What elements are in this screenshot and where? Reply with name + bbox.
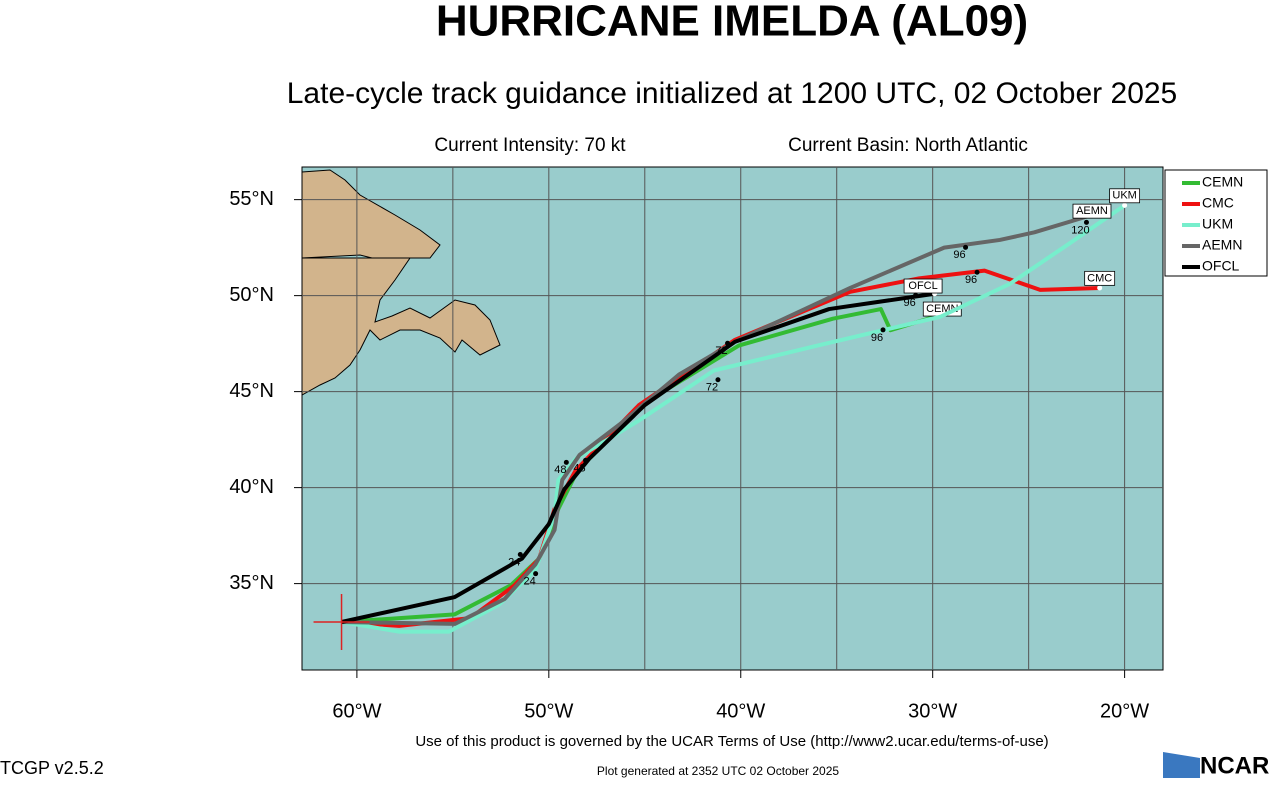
- legend-label: UKM: [1202, 216, 1233, 232]
- forecast-hour: 48: [573, 462, 585, 474]
- forecast-hour: 72: [715, 345, 727, 357]
- subtitle: Late-cycle track guidance initialized at…: [287, 77, 1178, 110]
- y-tick-label: 55°N: [229, 188, 274, 210]
- version: TCGP v2.5.2: [0, 758, 104, 778]
- forecast-dot: [517, 551, 523, 557]
- track: [341, 213, 1093, 626]
- logo-text: NCAR: [1200, 752, 1269, 779]
- y-tick-label: 35°N: [229, 572, 274, 594]
- forecast-dot: [880, 327, 886, 333]
- map: CEMNCMCUKMAEMNOFCL1209696969672724848242…: [301, 167, 1163, 670]
- track: [341, 291, 935, 624]
- forecast-hour: 24: [508, 556, 520, 568]
- legend-label: AEMN: [1202, 237, 1242, 253]
- track-label: OFCL: [908, 280, 937, 292]
- legend-label: CMC: [1202, 195, 1234, 211]
- forecast-hour: 48: [554, 464, 566, 476]
- land: [301, 257, 501, 396]
- track-label: CMC: [1087, 272, 1112, 284]
- logo: NCAR: [1163, 752, 1269, 779]
- intensity: Current Intensity: 70 kt: [434, 135, 626, 156]
- title: HURRICANE IMELDA (AL09): [436, 0, 1028, 46]
- track-label-box: [903, 278, 943, 294]
- land: [301, 169, 441, 261]
- forecast-hour: 96: [871, 332, 883, 344]
- forecast-hour: 96: [953, 249, 965, 261]
- terms: Use of this product is governed by the U…: [415, 733, 1048, 750]
- track-end: [1122, 202, 1128, 208]
- x-tick-label: 20°W: [1100, 700, 1149, 722]
- legend-label: OFCL: [1202, 258, 1240, 274]
- forecast-hour: 72: [706, 382, 718, 394]
- forecast-dot: [563, 459, 569, 465]
- map-frame: [301, 166, 1164, 671]
- forecast-dot: [1083, 219, 1089, 225]
- forecast-hour: 24: [524, 576, 536, 588]
- y-tick-label: 50°N: [229, 284, 274, 306]
- forecast-dot: [583, 457, 589, 463]
- x-tick-label: 30°W: [908, 700, 957, 722]
- y-tick-label: 45°N: [229, 380, 274, 402]
- forecast-dot: [533, 571, 539, 577]
- legend-label: CEMN: [1202, 174, 1243, 190]
- track-end: [1097, 285, 1103, 291]
- generated: Plot generated at 2352 UTC 02 October 20…: [597, 764, 839, 778]
- y-tick-label: 40°N: [229, 476, 274, 498]
- forecast-hour: 120: [1071, 224, 1089, 236]
- track-label-box: [1084, 270, 1116, 286]
- x-tick-label: 50°W: [524, 700, 573, 722]
- forecast-hour: 96: [965, 274, 977, 286]
- x-tick-label: 60°W: [332, 700, 381, 722]
- basin: Current Basin: North Atlantic: [788, 135, 1028, 156]
- forecast-dot: [725, 340, 731, 346]
- track-label: UKM: [1112, 190, 1136, 202]
- forecast-dot: [974, 269, 980, 275]
- forecast-dot: [963, 244, 969, 250]
- track-label: AEMN: [1076, 205, 1108, 217]
- track-label-box: [1109, 188, 1141, 204]
- x-tick-label: 40°W: [716, 700, 765, 722]
- track-label-box: [1072, 203, 1112, 219]
- forecast-hour: 96: [904, 297, 916, 309]
- forecast-dot: [715, 377, 721, 383]
- forecast-dot: [913, 292, 919, 298]
